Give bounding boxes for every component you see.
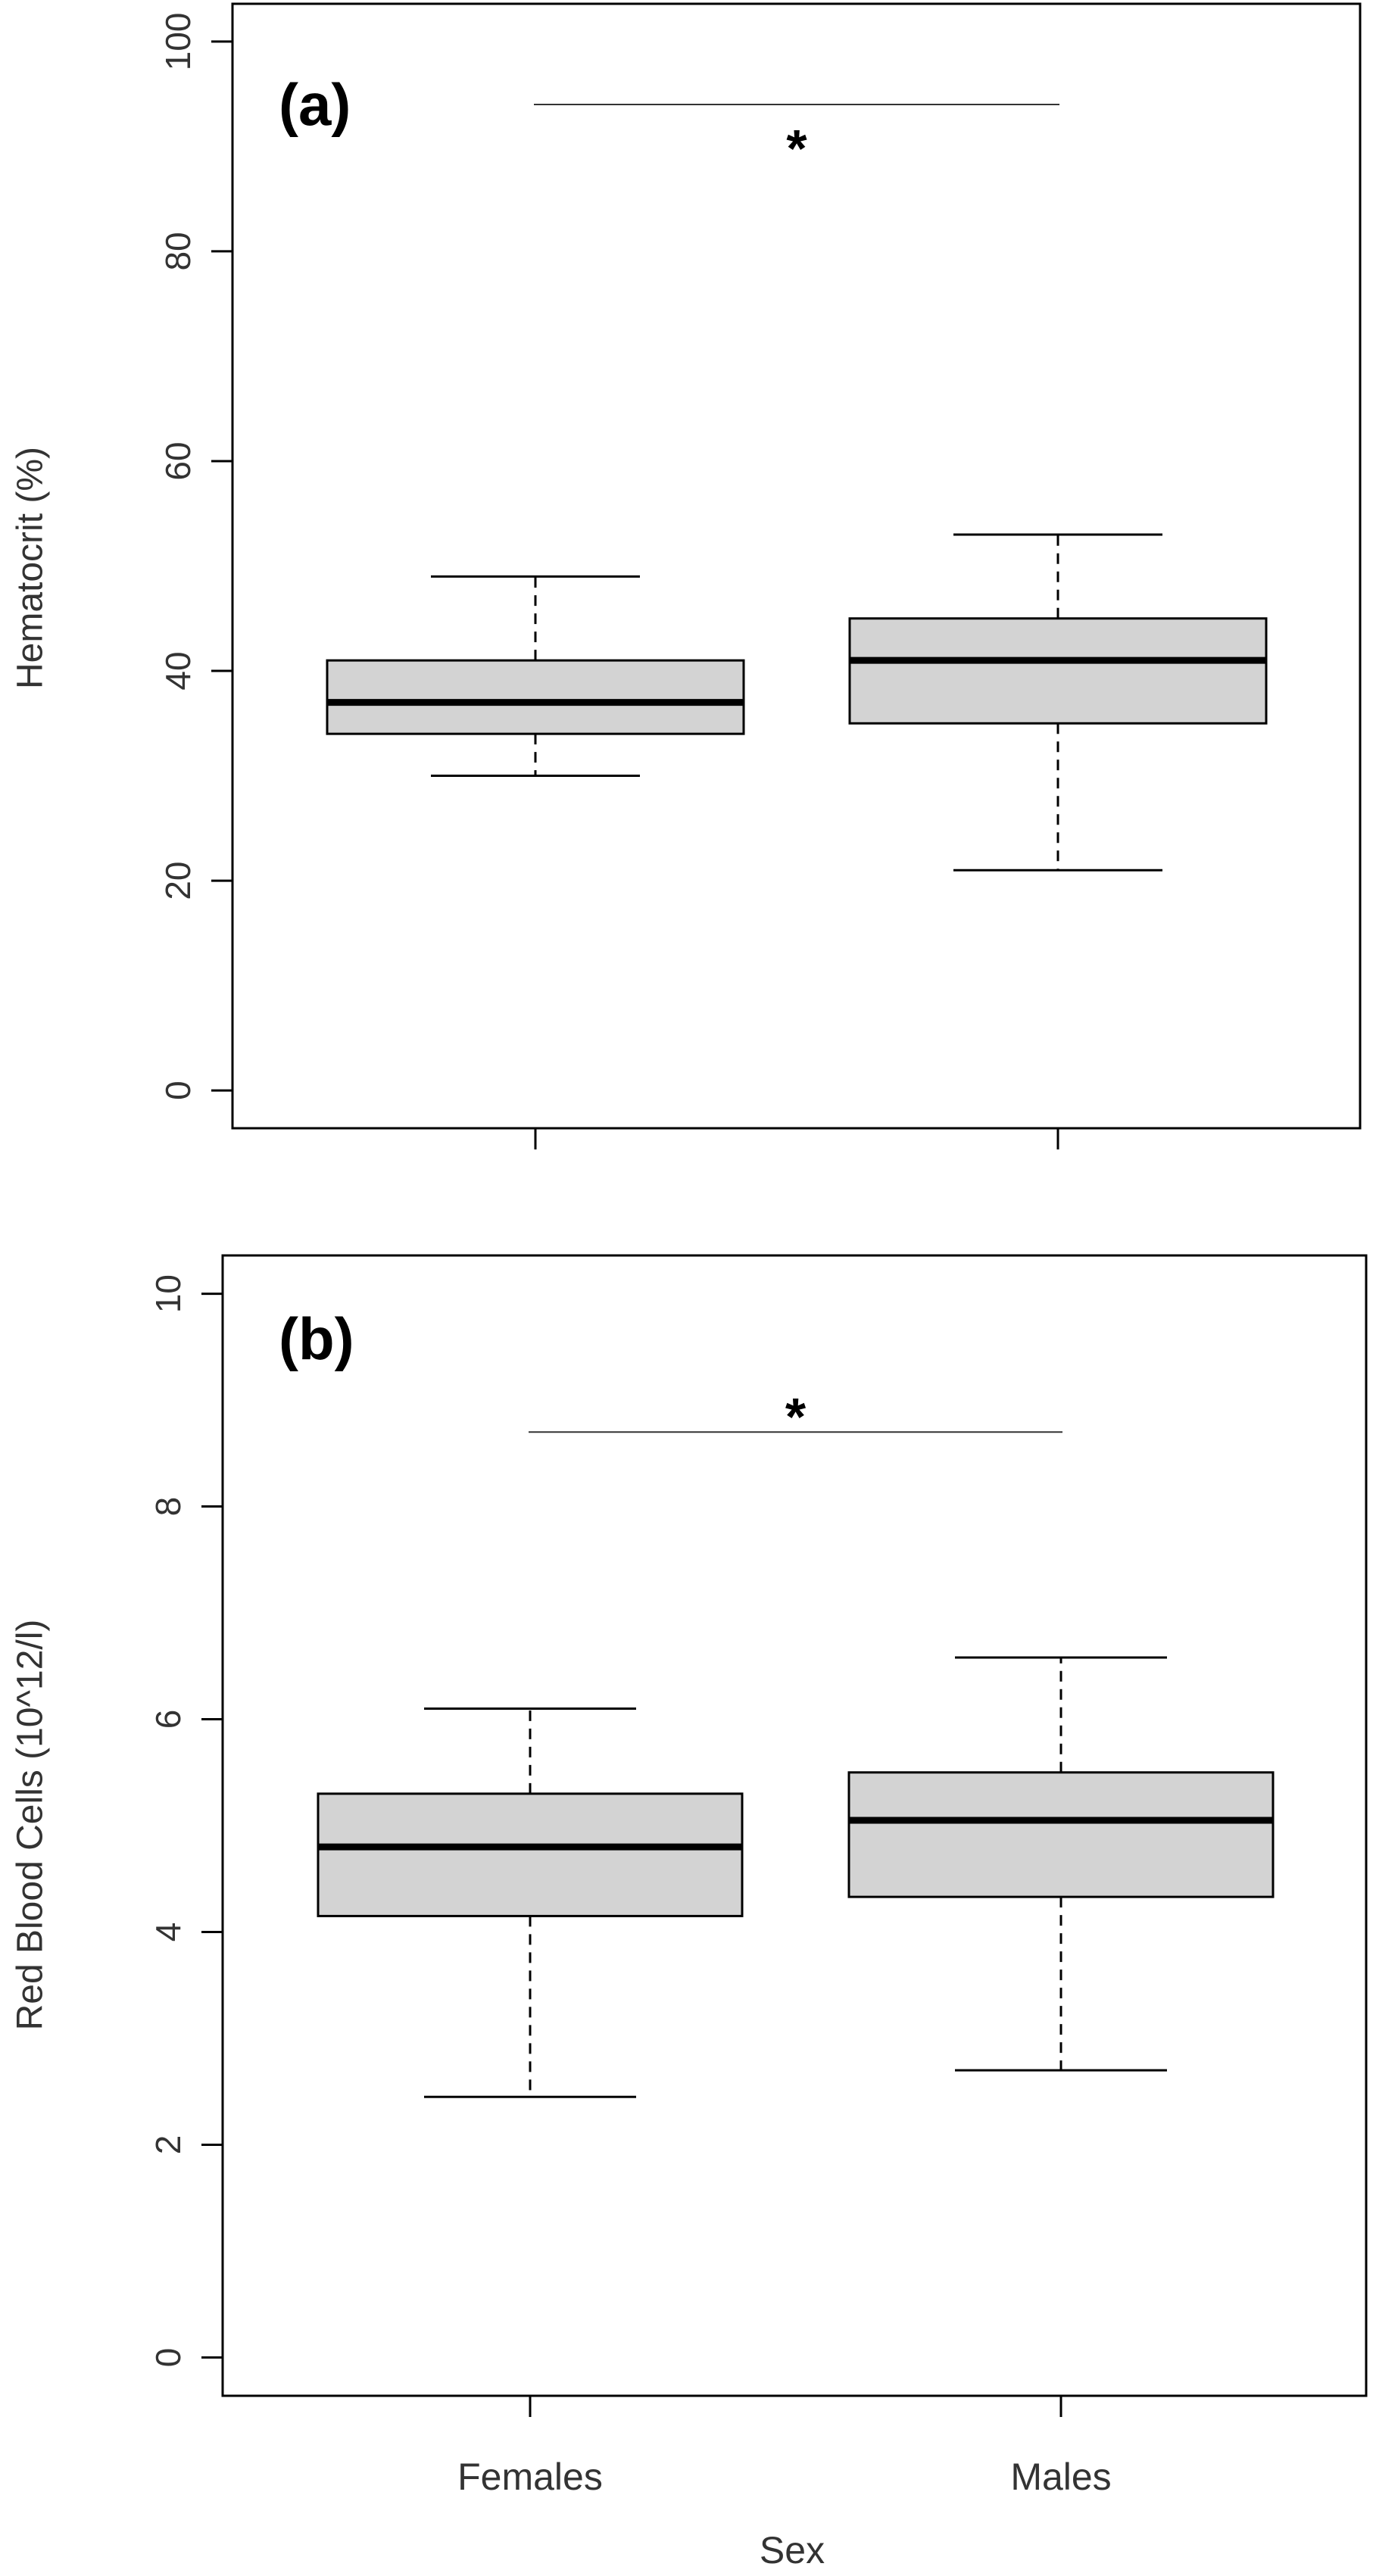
box-males [848,533,1268,872]
x-tick-label: Males [1010,2456,1111,2498]
box-females [317,1707,744,2098]
y-tick-label: 60 [158,441,198,480]
y-tick-label: 100 [158,12,198,70]
plot-frame [231,2,1362,1130]
y-tick-label: 20 [158,861,198,900]
iqr-box [848,617,1268,725]
y-tick-label: 2 [148,2135,188,2155]
panel-a: 0 20 40 60 80 100 Hematocrit (%) * (a) [11,2,1362,1149]
iqr-box [326,659,745,735]
x-axis-label: Sex [760,2529,825,2571]
plot-frame [221,1254,1368,2397]
iqr-box [847,1771,1275,1898]
box-females [326,575,745,778]
y-tick-label: 0 [148,2348,188,2368]
panel-label: (b) [279,1305,354,1372]
y-tick-label: 4 [148,1923,188,1942]
y-tick-label: 0 [158,1081,198,1100]
y-tick-label: 80 [158,232,198,270]
x-tick-label: Females [457,2456,603,2498]
y-tick-label: 40 [158,651,198,690]
y-tick-label: 6 [148,1710,188,1729]
significance-star: * [786,119,807,178]
panel-label: (a) [279,71,351,138]
box-males [847,1656,1275,2072]
y-axis-label: Red Blood Cells (10^12/l) [11,1620,51,2031]
y-tick-label: 8 [148,1497,188,1517]
iqr-box [317,1792,744,1917]
panel-b: 0 2 4 6 8 10 Red Blood Cells (10^12/l) Females M… [11,1254,1368,2571]
y-axis-label: Hematocrit (%) [11,447,51,689]
significance-star: * [785,1387,807,1446]
y-tick-label: 10 [148,1274,188,1313]
